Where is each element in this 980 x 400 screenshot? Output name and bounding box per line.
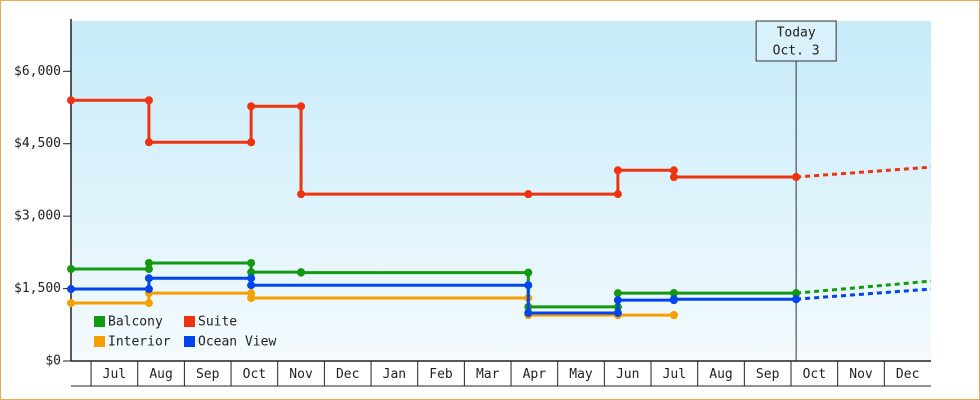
point-marker bbox=[613, 289, 622, 298]
point-marker bbox=[144, 265, 153, 274]
legend-label: Ocean View bbox=[198, 335, 276, 350]
point-marker bbox=[144, 274, 153, 283]
projection-segment bbox=[796, 165, 932, 179]
point-marker bbox=[524, 308, 533, 317]
point-marker bbox=[67, 265, 75, 274]
point-marker bbox=[144, 138, 153, 147]
point-marker bbox=[67, 299, 75, 308]
x-tick-label: May bbox=[569, 367, 593, 382]
point-marker bbox=[524, 268, 533, 277]
point-marker bbox=[144, 96, 153, 105]
legend-swatch bbox=[184, 336, 195, 347]
point-marker bbox=[67, 285, 75, 294]
legend-label: Balcony bbox=[108, 315, 163, 330]
point-marker bbox=[613, 308, 622, 317]
y-tick-label: $0 bbox=[45, 354, 61, 369]
legend-swatch bbox=[184, 316, 195, 327]
x-tick-label: Aug bbox=[149, 367, 172, 382]
x-tick-label: Oct bbox=[243, 367, 266, 382]
point-marker bbox=[613, 296, 622, 305]
point-marker bbox=[524, 190, 533, 199]
point-marker bbox=[297, 190, 306, 199]
point-marker bbox=[297, 268, 306, 277]
point-marker bbox=[669, 173, 678, 182]
x-tick-label: Aug bbox=[709, 367, 732, 382]
x-tick-label: Sep bbox=[196, 367, 220, 382]
legend-swatch bbox=[94, 316, 105, 327]
point-marker bbox=[247, 102, 256, 111]
x-tick-label: Jan bbox=[383, 367, 406, 382]
point-marker bbox=[792, 289, 801, 298]
x-tick-label: Jun bbox=[616, 367, 639, 382]
x-tick-label: Sep bbox=[756, 367, 780, 382]
today-box bbox=[755, 20, 837, 62]
point-marker bbox=[792, 295, 801, 304]
projection-segment bbox=[796, 279, 932, 295]
point-marker bbox=[669, 289, 678, 298]
x-tick-label: Jul bbox=[103, 367, 126, 382]
x-tick-label: Dec bbox=[896, 367, 919, 382]
today-label: Today bbox=[777, 26, 816, 41]
point-marker bbox=[613, 166, 622, 175]
legend-label: Suite bbox=[198, 315, 237, 330]
y-tick-label: $1,500 bbox=[14, 281, 61, 296]
legend-label: Interior bbox=[108, 335, 171, 350]
x-tick-label: Jul bbox=[663, 367, 686, 382]
point-marker bbox=[297, 102, 306, 111]
point-marker bbox=[67, 96, 75, 105]
point-marker bbox=[247, 281, 256, 290]
point-marker bbox=[669, 311, 678, 320]
y-tick-label: $4,500 bbox=[14, 136, 61, 151]
x-tick-label: Nov bbox=[849, 367, 873, 382]
projection-segment bbox=[796, 287, 932, 301]
point-marker bbox=[613, 190, 622, 199]
y-tick-label: $6,000 bbox=[14, 64, 61, 79]
legend-swatch bbox=[94, 336, 105, 347]
point-marker bbox=[247, 258, 256, 267]
y-tick-label: $3,000 bbox=[14, 209, 61, 224]
today-label: Oct. 3 bbox=[773, 44, 820, 59]
point-marker bbox=[247, 268, 256, 277]
point-marker bbox=[524, 281, 533, 290]
x-tick-label: Dec bbox=[336, 367, 359, 382]
point-marker bbox=[144, 258, 153, 267]
x-tick-label: Nov bbox=[289, 367, 313, 382]
point-marker bbox=[669, 295, 678, 304]
point-marker bbox=[247, 293, 256, 302]
x-tick-label: Mar bbox=[476, 367, 500, 382]
point-marker bbox=[144, 285, 153, 294]
point-marker bbox=[792, 173, 801, 182]
point-marker bbox=[144, 299, 153, 308]
x-tick-label: Apr bbox=[523, 367, 547, 382]
plot-area bbox=[71, 21, 931, 361]
x-tick-label: Oct bbox=[803, 367, 826, 382]
point-marker bbox=[669, 166, 678, 175]
point-marker bbox=[247, 138, 256, 147]
point-marker bbox=[247, 274, 256, 283]
x-tick-label: Feb bbox=[429, 367, 453, 382]
